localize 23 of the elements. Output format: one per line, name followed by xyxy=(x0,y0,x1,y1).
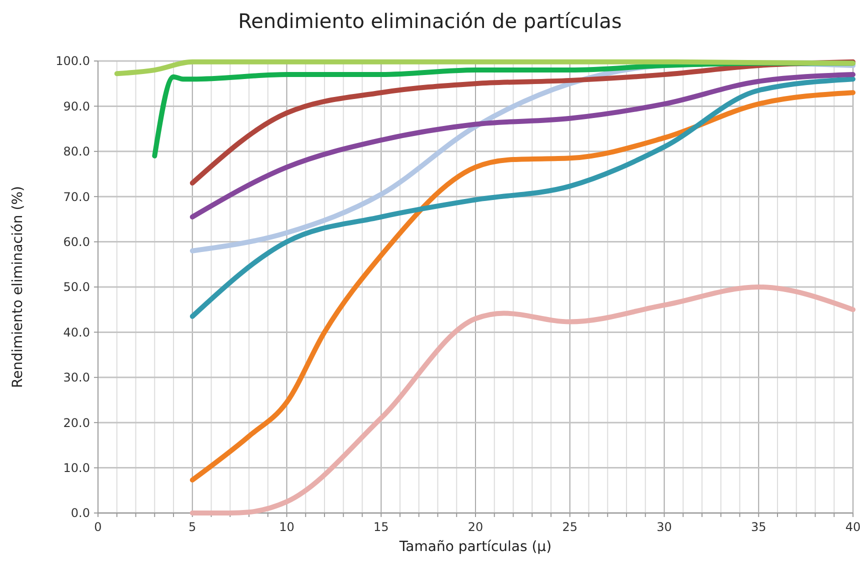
y-tick-label: 0.0 xyxy=(70,506,90,520)
x-axis-title: Tamaño partículas (μ) xyxy=(398,539,552,555)
y-tick-label: 100.0 xyxy=(56,54,90,68)
x-tick-label: 10 xyxy=(279,520,294,534)
y-tick-label: 30.0 xyxy=(63,370,90,385)
chart-title: Rendimiento eliminación de partículas xyxy=(238,9,622,33)
y-tick-label: 40.0 xyxy=(63,325,90,340)
x-tick-label: 25 xyxy=(562,520,578,534)
x-tick-label: 5 xyxy=(188,520,196,534)
x-tick-label: 20 xyxy=(468,520,484,534)
y-tick-label: 20.0 xyxy=(63,416,90,430)
x-tick-label: 30 xyxy=(656,520,672,534)
x-tick-label: 15 xyxy=(373,520,389,534)
x-tick-label: 40 xyxy=(845,520,860,534)
y-tick-label: 90.0 xyxy=(63,99,90,114)
y-tick-label: 70.0 xyxy=(63,190,90,204)
x-tick-label: 35 xyxy=(750,520,766,534)
y-tick-label: 10.0 xyxy=(63,461,90,475)
y-axis-title: Rendimiento eliminación (%) xyxy=(10,186,26,388)
x-tick-label: 0 xyxy=(94,520,102,534)
y-tick-label: 50.0 xyxy=(63,280,90,294)
y-tick-label: 60.0 xyxy=(63,235,90,249)
y-tick-label: 80.0 xyxy=(63,144,90,159)
